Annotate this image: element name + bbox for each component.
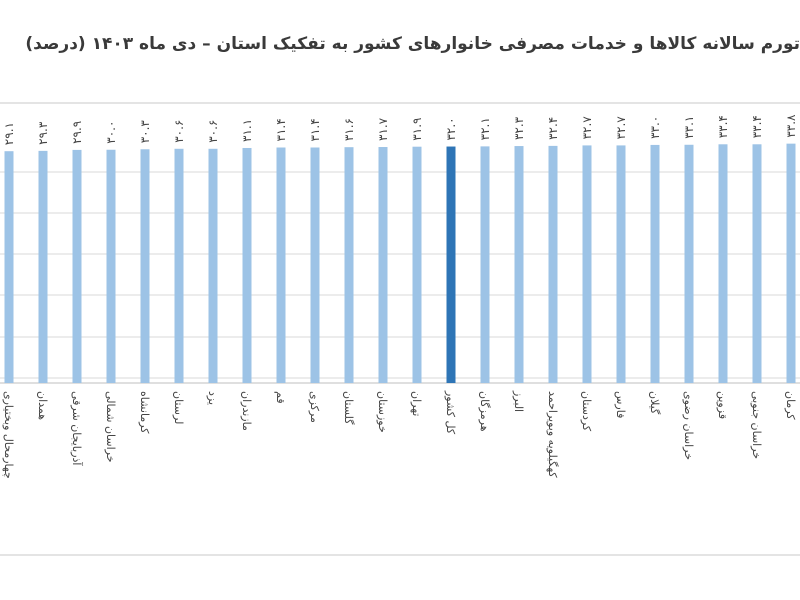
bar [310,147,320,383]
category-label: فارس [614,391,627,418]
bar [4,151,14,383]
data-label: ۳۱.۴ [274,118,288,141]
category-label: همدان [36,391,49,420]
data-label: ۳۳.۰ [648,116,662,139]
data-label: ۳۱.۶ [342,118,356,141]
bar [72,149,82,383]
category-label: خراسان شمالی [104,391,117,463]
category-label: خوزستان [376,391,389,433]
category-label: خراسان رضوی [682,391,695,460]
category-label: لرستان [172,391,185,424]
bar [242,147,252,383]
data-label: ۳۰.۰ [104,121,118,144]
bar [446,146,456,383]
data-label: ۳۲.۰ [444,117,458,140]
category-label: البرز [512,390,525,412]
category-label: تهران [410,391,423,416]
category-label: کرمان [784,391,797,420]
bar [412,146,422,383]
data-label: ۳۰.۶ [172,120,186,143]
bar [276,147,286,383]
bar [140,149,150,383]
bar [616,145,626,383]
data-label: ۳۳.۴ [716,115,730,138]
category-label: کردستان [580,391,593,432]
data-label: ۳۱.۷ [376,117,390,141]
bar [684,144,694,383]
data-label: ۳۰.۶ [206,120,220,143]
bar [38,150,48,383]
data-label: ۳۲.۷ [580,116,594,140]
data-label: ۳۲.۳ [512,116,526,140]
data-label: ۳۲.۷ [614,116,628,140]
bar [378,147,388,383]
data-label: ۳۲.۴ [546,117,560,140]
bar [174,148,184,383]
bar [786,143,796,383]
data-label: ۳۳.۴ [750,115,764,138]
category-label: مازندران [240,391,253,431]
category-label: مرکزی [308,391,321,423]
bar [514,146,524,383]
category-label: هرمزگان [478,391,491,432]
bar [718,144,728,383]
bar [480,146,490,383]
category-label: یزد [206,391,219,405]
bar [650,144,660,383]
category-label: کرمانشاه [138,391,151,434]
bar [548,145,558,383]
data-label: ۲۹.۳ [36,121,50,145]
bar [582,145,592,383]
bar [106,149,116,383]
bar [752,144,762,383]
data-label: ۲۹.۹ [70,121,84,144]
data-label: ۲۹.۱ [2,122,16,145]
category-label: قم [274,391,287,404]
category-label: کل کشور [444,390,457,435]
bar [208,148,218,383]
data-label: ۳۳.۸ [784,114,798,138]
data-label: ۳۱.۱ [240,119,254,142]
data-label: ۳۱.۹ [410,118,424,141]
data-label: ۳۰.۳ [138,120,152,144]
data-label: ۳۲.۱ [478,117,492,140]
category-label: گلستان [342,391,355,425]
category-label: خراسان جنوبی [750,391,763,459]
data-label: ۳۳.۱ [682,116,696,139]
chart-title: تورم سالانه کالاها و خدمات مصرفی خانواره… [25,34,800,54]
category-label: چهارمحال وبختیاری [2,391,15,479]
category-label: گیلان [648,391,661,415]
category-label: آذربایجان شرقی [70,391,84,466]
category-label: کهگیلویه وبویراحمد [546,391,559,478]
data-label: ۳۱.۴ [308,118,322,141]
category-label: قزوین [716,391,729,419]
bar [344,147,354,383]
